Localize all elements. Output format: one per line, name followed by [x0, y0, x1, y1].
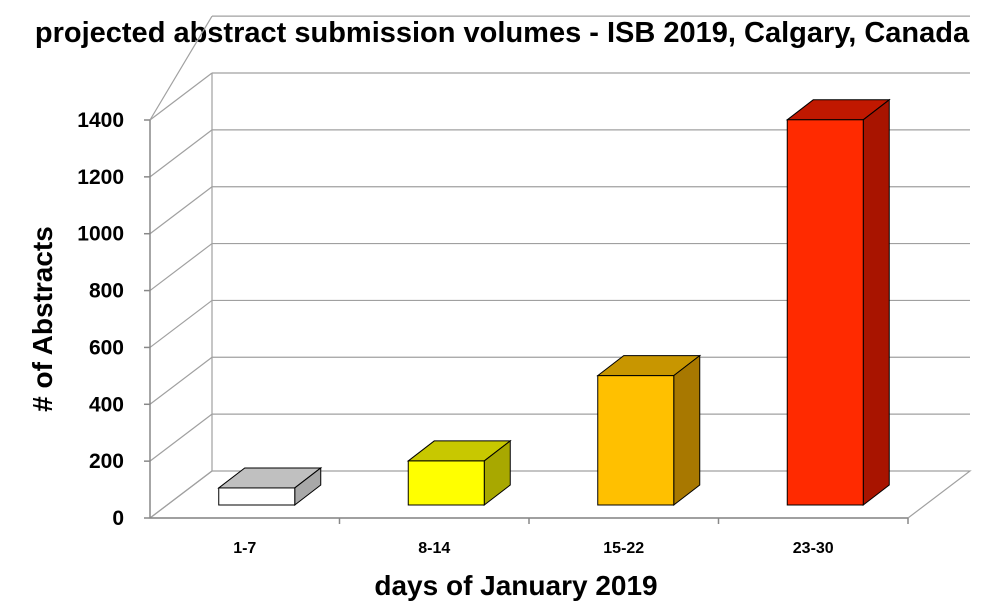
y-axis-ticks: 0 200 400 600 800 1000 1200 1400: [77, 109, 150, 530]
grid-diagonal: [149, 413, 213, 462]
x-axis-ticks: 1-7 8-14 15-22 23-30: [233, 518, 909, 557]
y-tick-label: 200: [89, 450, 124, 473]
x-tick-label: 15-22: [603, 540, 644, 557]
bar-15-22: [596, 354, 702, 507]
bar-side: [862, 98, 890, 507]
grid-diagonal: [149, 243, 213, 292]
x-tick-label: 1-7: [233, 540, 256, 557]
grid-diagonal: [149, 129, 213, 178]
bar-23-30: [785, 98, 891, 507]
bar-front: [218, 487, 296, 506]
y-tick-label: 1000: [77, 223, 124, 246]
y-tick-label: 0: [112, 507, 124, 530]
grid-diagonal: [149, 356, 213, 405]
y-axis-label: # of Abstracts: [27, 226, 58, 412]
bar-front: [407, 460, 485, 506]
bar-1-7: [217, 466, 323, 507]
bars: [217, 98, 891, 507]
y-tick-label: 400: [89, 393, 124, 416]
y-tick-label: 1400: [77, 109, 124, 132]
bar-front: [597, 375, 675, 506]
y-tick-label: 600: [89, 336, 124, 359]
x-axis-label: days of January 2019: [374, 570, 657, 601]
bar-side: [673, 354, 701, 507]
grid-diagonal: [149, 72, 213, 121]
chart-title: projected abstract submission volumes - …: [35, 17, 970, 49]
bar-8-14: [406, 439, 512, 507]
bar-front: [786, 119, 864, 506]
y-tick-label: 800: [89, 280, 124, 303]
x-tick-label: 8-14: [418, 540, 450, 557]
y-tick-label: 1200: [77, 166, 124, 189]
grid-diagonal: [149, 299, 213, 348]
x-tick-label: 23-30: [793, 540, 834, 557]
grid-diagonal: [149, 186, 213, 235]
grid-diagonal-top: [149, 15, 213, 121]
